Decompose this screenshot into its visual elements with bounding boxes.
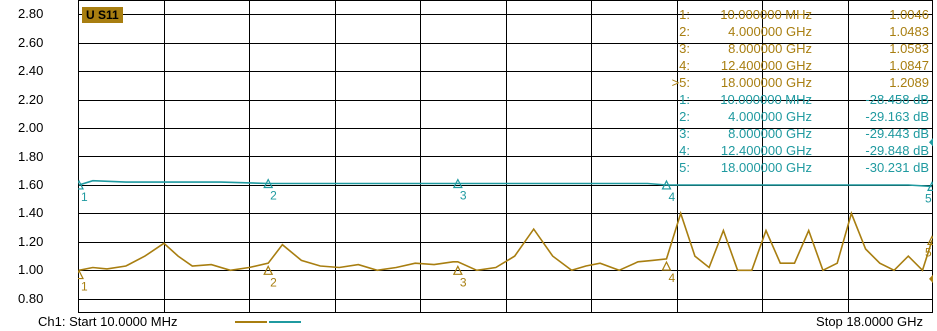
db-marker-label: 5 — [925, 191, 932, 205]
marker-num: 3: — [679, 126, 690, 141]
swr-reference-arrow — [929, 274, 933, 284]
swr-marker-label: 4 — [668, 271, 675, 285]
y-axis: 2.80 2.60 2.40 2.20 2.00 1.80 1.60 1.40 1.20 1.00… — [0, 0, 78, 313]
marker-value: 1.0483 — [889, 24, 929, 39]
marker-freq: 10.000000 MHz — [720, 92, 812, 107]
marker-num: 5: — [679, 160, 690, 175]
marker-value: -29.163 dB — [865, 109, 929, 124]
trace-plot[interactable]: 1 1 2 2 3 3 4 4 5 5 — [78, 0, 933, 313]
y-tick-label: 2.20 — [18, 91, 44, 107]
y-tick-label: 2.80 — [18, 6, 44, 22]
swr-marker-label: 2 — [270, 275, 277, 289]
swr-marker-label: 1 — [81, 280, 88, 294]
y-tick-label: 2.60 — [18, 34, 44, 50]
marker-freq: 18.000000 GHz — [720, 160, 812, 175]
y-tick-label: 1.20 — [18, 233, 44, 249]
marker-num: 1: — [679, 7, 690, 22]
marker-freq: 18.000000 GHz — [720, 75, 812, 90]
marker-num: 2: — [679, 109, 690, 124]
swr-marker — [927, 235, 933, 246]
db-marker — [452, 178, 463, 189]
y-tick-label: 0.80 — [18, 290, 44, 306]
swr-marker — [78, 269, 84, 280]
db-reference-arrow — [929, 138, 933, 147]
y-tick-label: 1.60 — [18, 176, 44, 192]
marker-freq: 10.000000 MHz — [720, 7, 812, 22]
marker-freq: 4.000000 GHz — [728, 24, 812, 39]
swr-marker — [263, 264, 274, 275]
db-marker — [263, 178, 274, 189]
db-marker — [78, 179, 84, 190]
db-marker-label: 3 — [460, 189, 467, 203]
db-marker-label: 1 — [81, 190, 88, 204]
marker-freq: 12.400000 GHz — [720, 143, 812, 158]
start-frequency: Ch1: Start 10.0000 MHz — [38, 314, 178, 329]
marker-num: 1: — [679, 92, 690, 107]
marker-value: -30.231 dB — [865, 160, 929, 175]
y-tick-label: 1.80 — [18, 148, 44, 164]
swr-marker-label: 5 — [925, 245, 932, 259]
marker-num: 4: — [679, 58, 690, 73]
marker-freq: 8.000000 GHz — [728, 126, 812, 141]
db-marker-label: 4 — [668, 190, 675, 204]
marker-value: -28.458 dB — [865, 92, 929, 107]
marker-value: 1.0583 — [889, 41, 929, 56]
y-tick-label: 1.00 — [18, 262, 44, 278]
db-marker — [661, 179, 672, 190]
marker-num: 2: — [679, 24, 690, 39]
db-marker — [927, 181, 933, 191]
marker-value: -29.848 dB — [865, 143, 929, 158]
swr-marker — [452, 264, 463, 275]
marker-value: 1.2089 — [889, 75, 929, 90]
marker-freq: 12.400000 GHz — [720, 58, 812, 73]
marker-value: -29.443 dB — [865, 126, 929, 141]
marker-num: >5: — [671, 75, 690, 90]
marker-value: 1.0847 — [889, 58, 929, 73]
y-tick-label: 2.40 — [18, 63, 44, 79]
db-marker-label: 2 — [270, 189, 277, 203]
marker-freq: 4.000000 GHz — [728, 109, 812, 124]
y-tick-label: 1.40 — [18, 205, 44, 221]
marker-num: 4: — [679, 143, 690, 158]
trace-label-badge[interactable]: U S11 — [82, 7, 123, 23]
trace-legend-lines — [235, 321, 301, 323]
marker-freq: 8.000000 GHz — [728, 41, 812, 56]
marker-num: 3: — [679, 41, 690, 56]
stop-frequency: Stop 18.0000 GHz — [816, 314, 923, 329]
swr-marker-label: 3 — [460, 275, 467, 289]
status-footer: Ch1: Start 10.0000 MHz Stop 18.0000 GHz — [0, 313, 937, 331]
swr-marker — [661, 260, 672, 271]
marker-value: 1.0046 — [889, 7, 929, 22]
db-trace — [78, 179, 933, 188]
y-tick-label: 2.00 — [18, 120, 44, 136]
swr-trace — [78, 210, 933, 272]
